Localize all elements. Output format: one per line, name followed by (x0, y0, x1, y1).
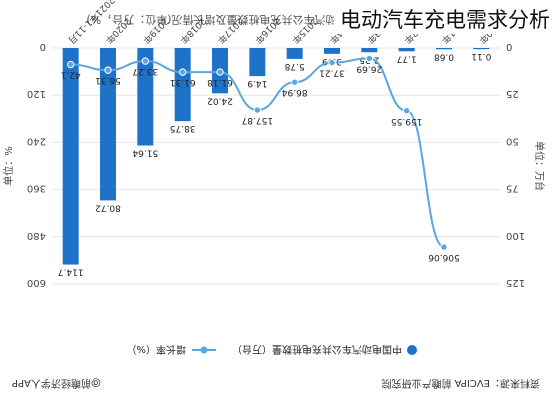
bar (137, 48, 154, 146)
growth-rate-label: 33.27 (132, 66, 158, 76)
y-right-tick-label: 0 (40, 41, 46, 52)
legend-bar-swatch (407, 345, 417, 355)
growth-rate-point (365, 54, 374, 63)
growth-rate-point (178, 68, 187, 76)
growth-rate-point (440, 243, 448, 251)
y-right-tick-label: 480 (27, 230, 46, 241)
y-left-tick-label: 125 (506, 277, 525, 288)
bar (249, 48, 266, 77)
footer-brand: @前瞻经济学人APP (12, 377, 101, 390)
bar-value-label: 0.11 (471, 51, 491, 61)
growth-rate-label: 86.94 (282, 87, 308, 97)
bar (174, 48, 191, 122)
bar-value-label: 38.75 (170, 123, 196, 133)
growth-rate-point (253, 106, 262, 114)
bar (436, 48, 452, 50)
growth-rate-label: 61.31 (170, 77, 196, 87)
growth-rate-point (141, 57, 150, 65)
bar (473, 48, 490, 50)
y-left-axis-title: 单位：万台 (533, 141, 546, 191)
growth-rate-line (70, 57, 445, 249)
bar (324, 48, 340, 54)
y-right-tick-label: 240 (27, 135, 46, 146)
bar-value-label: 1.77 (397, 53, 417, 63)
bar-value-label: 114.7 (58, 267, 84, 277)
growth-rate-label: 42.1 (61, 70, 81, 80)
bar (286, 48, 303, 59)
y-left-tick-label: 25 (506, 88, 519, 99)
overlay-title: 电动汽车充电需求分析 (334, 6, 552, 34)
growth-rate-label: 506.06 (428, 252, 460, 262)
y-left-tick-label: 0 (506, 41, 512, 52)
bar (361, 48, 378, 53)
footer-source: 资料来源：EVCIPA 前瞻产业研究院 (381, 377, 540, 390)
growth-rate-point (328, 58, 336, 67)
growth-rate-point (104, 66, 112, 74)
y-right-tick-label: 360 (27, 183, 46, 194)
growth-rate-point (66, 60, 75, 69)
y-right-tick-label: 600 (27, 277, 46, 288)
bar-value-label: 14.9 (247, 78, 267, 88)
growth-rate-label: 159.55 (391, 116, 423, 126)
y-left-tick-label: 50 (506, 135, 519, 146)
growth-rate-label: 56.31 (95, 75, 121, 85)
bar-value-label: 0.68 (434, 51, 454, 61)
y-left-tick-label: 100 (506, 230, 525, 241)
growth-rate-label: 61.18 (207, 77, 233, 87)
growth-rate-point (290, 78, 299, 86)
legend-line-marker (200, 346, 208, 354)
y-right-axis-title: 单位：% (2, 146, 15, 186)
bar-value-label: 24.02 (207, 95, 233, 105)
growth-rate-point (402, 107, 411, 115)
bar-value-label: 51.64 (132, 147, 158, 157)
legend-bar-label: 中国电动汽车公共充电桩数量（万台） (232, 343, 402, 356)
legend-line-label: 增长率（%） (126, 343, 186, 356)
bar (62, 48, 79, 265)
growth-rate-label: 37.21 (319, 68, 345, 78)
growth-rate-label: 157.87 (242, 115, 274, 125)
bar-value-label: 80.72 (95, 202, 121, 212)
bar (398, 48, 415, 52)
bar-value-label: 5.78 (284, 61, 304, 71)
growth-rate-point (216, 68, 224, 76)
y-left-tick-label: 75 (506, 183, 519, 194)
growth-rate-label: 26.69 (356, 63, 382, 73)
bar (100, 48, 116, 201)
y-right-tick-label: 120 (27, 88, 46, 99)
